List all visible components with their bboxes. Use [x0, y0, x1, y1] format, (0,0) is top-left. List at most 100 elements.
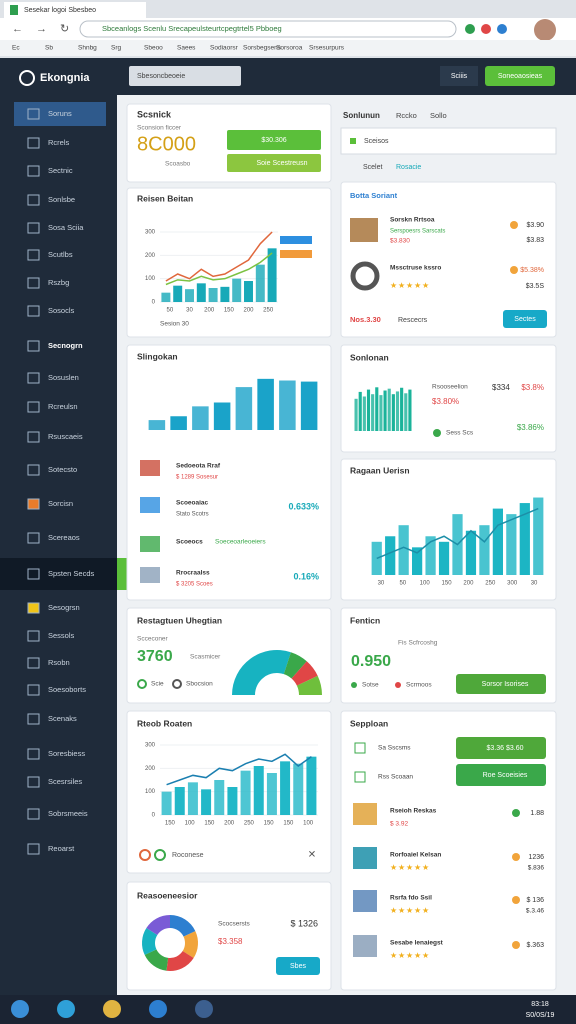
x-tick-label: 250	[263, 308, 274, 314]
nav-item[interactable]: Scutlbs	[48, 250, 73, 259]
button[interactable]	[227, 154, 321, 172]
nav-item[interactable]: Sosa Sciia	[48, 223, 84, 232]
bookmark[interactable]: Saees	[177, 45, 196, 52]
bar	[280, 761, 291, 815]
x-tick-label: 150	[165, 821, 176, 827]
tab[interactable]: Sollo	[430, 111, 447, 120]
nav-item[interactable]: Scesrsiles	[48, 777, 82, 786]
link[interactable]: Rosacie	[396, 164, 421, 171]
avatar[interactable]	[534, 19, 556, 41]
bar	[220, 286, 230, 302]
label: 0.16%	[293, 571, 319, 581]
button[interactable]	[456, 764, 546, 786]
star: ★	[406, 906, 413, 915]
bookmark[interactable]: Srg	[111, 45, 122, 52]
label: Scasmicer	[190, 654, 221, 661]
bookmark[interactable]: Ec	[12, 45, 20, 52]
button[interactable]	[503, 310, 547, 328]
donut-segment	[166, 951, 194, 972]
star: ★	[406, 951, 413, 960]
nav-item[interactable]: Sesogrsn	[48, 603, 80, 612]
x-tick-label: 150	[442, 581, 453, 587]
nav-item[interactable]: Soruns	[48, 109, 72, 118]
star: ★	[406, 863, 413, 872]
nav-item[interactable]: Rszbg	[48, 278, 69, 287]
bookmark[interactable]: Sodiaorsr	[210, 45, 239, 52]
taskbar-icon[interactable]	[57, 1000, 75, 1018]
taskbar-icon[interactable]	[103, 1000, 121, 1018]
nav-item[interactable]: Sotecsto	[48, 465, 77, 474]
nav-item[interactable]: Sosocls	[48, 306, 75, 315]
nav-icon	[27, 137, 40, 149]
nav-icon	[27, 340, 40, 352]
taskbar-icon[interactable]	[195, 1000, 213, 1018]
extension-icon[interactable]	[465, 24, 475, 34]
item-icon	[353, 890, 377, 912]
taskbar-icon[interactable]	[149, 1000, 167, 1018]
omnibox[interactable]	[79, 20, 457, 38]
nav-item[interactable]: Soresbiess	[48, 749, 85, 758]
label: Fis Scfrcoshg	[398, 640, 438, 647]
header-button[interactable]	[485, 66, 555, 86]
close-button[interactable]: ✕	[308, 850, 316, 861]
nav-item[interactable]: Rsuscaeis	[48, 432, 83, 441]
nav-item[interactable]: Soesoborts	[48, 685, 86, 694]
label: Scceconer	[137, 636, 169, 643]
star: ★	[414, 863, 421, 872]
star: ★	[390, 906, 397, 915]
bar	[383, 390, 387, 431]
row-icon	[354, 742, 366, 754]
nav-item[interactable]: Rsobn	[48, 658, 70, 667]
bar	[187, 782, 198, 815]
button[interactable]	[456, 674, 546, 694]
nav-item[interactable]: Sessols	[48, 631, 75, 640]
extension-icon[interactable]	[497, 24, 507, 34]
nav-item[interactable]: Rcrels	[48, 138, 70, 147]
nav-item[interactable]: Sosuslen	[48, 373, 79, 382]
item-icon	[353, 935, 377, 957]
button[interactable]	[227, 130, 321, 150]
nav-item[interactable]: Scenaks	[48, 714, 77, 723]
nav-icon	[27, 532, 40, 544]
x-tick-label: 150	[204, 821, 215, 827]
bookmark[interactable]: Sb	[45, 45, 53, 52]
button[interactable]	[456, 737, 546, 759]
button[interactable]	[276, 957, 320, 975]
bookmark[interactable]: Sbeoo	[144, 45, 163, 52]
nav-item[interactable]: Sonlsbe	[48, 195, 75, 204]
bookmark[interactable]: Sorsoroa	[276, 45, 303, 52]
nav-item[interactable]: Sorcisn	[48, 499, 73, 508]
dropdown[interactable]	[340, 127, 557, 155]
x-tick-label: 100	[420, 581, 431, 587]
nav-item[interactable]: Secnogrn	[48, 341, 83, 350]
nav-item[interactable]: Scereaos	[48, 533, 80, 542]
taskbar-icon[interactable]	[11, 1000, 29, 1018]
nav-item[interactable]: Rcreulsn	[48, 402, 78, 411]
bookmark[interactable]: Srsesurpurs	[309, 45, 345, 52]
header-button[interactable]	[440, 66, 478, 86]
label: Scelet	[363, 164, 383, 171]
panel-title: Sonlunun	[343, 111, 380, 120]
brand: Ekongnia	[40, 72, 90, 84]
nav-item[interactable]: Sectnic	[48, 166, 73, 175]
bookmark[interactable]: Sorsbegsens	[243, 45, 282, 52]
nav-button[interactable]: ↻	[60, 23, 69, 35]
y-tick-label: 100	[145, 276, 156, 282]
nav-item[interactable]: Sobrsmeeis	[48, 809, 88, 818]
line	[376, 507, 539, 560]
bar	[235, 387, 253, 430]
search-box[interactable]	[129, 66, 241, 86]
bar	[170, 416, 187, 430]
link[interactable]: Rescecrs	[398, 317, 428, 324]
nav-button[interactable]: →	[36, 23, 47, 35]
product-image	[350, 218, 378, 242]
link[interactable]: Soeceoarleoeiers	[215, 539, 266, 546]
label: $5.38%	[520, 267, 544, 274]
bookmark[interactable]: Shnbg	[78, 45, 97, 52]
nav-item[interactable]: Reoarst	[48, 844, 75, 853]
extension-icon[interactable]	[481, 24, 491, 34]
nav-item[interactable]: Spsten Secds	[48, 569, 95, 578]
star: ★	[422, 281, 429, 290]
nav-button[interactable]: ←	[12, 23, 23, 35]
tab[interactable]: Rccko	[396, 111, 417, 120]
